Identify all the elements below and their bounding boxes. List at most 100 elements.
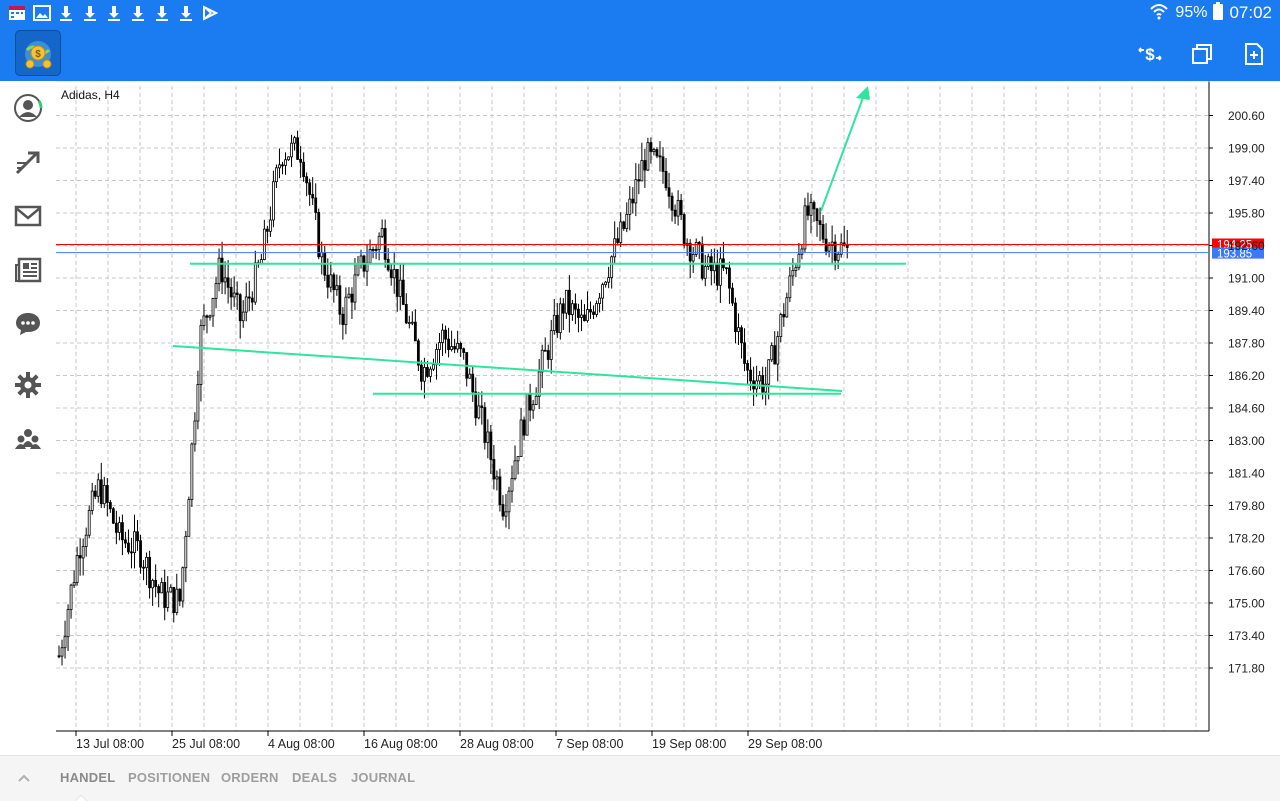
candle-up xyxy=(634,179,638,204)
candle-up xyxy=(495,476,499,480)
candle-down xyxy=(142,566,145,569)
ask-price-label: 193.85 xyxy=(1217,249,1252,261)
candle-up xyxy=(549,330,553,360)
candle-down xyxy=(302,161,306,178)
symbol-label: Adidas, H4 xyxy=(61,88,120,102)
candle-down xyxy=(501,504,505,517)
candle-down xyxy=(616,238,620,243)
settings-icon[interactable] xyxy=(12,369,44,401)
candle-up xyxy=(60,647,64,657)
time-tick-label: 19 Sep 08:00 xyxy=(652,737,726,751)
chat-icon[interactable] xyxy=(12,308,44,340)
candle-down xyxy=(474,391,478,419)
candle-up xyxy=(625,213,629,229)
candle-down xyxy=(833,241,837,261)
candle-up xyxy=(380,228,384,237)
candle-up xyxy=(610,256,614,278)
mail-icon[interactable] xyxy=(12,200,44,232)
candle-up xyxy=(800,248,804,255)
candle-down xyxy=(761,375,765,393)
candle-down xyxy=(265,228,269,232)
candle-up xyxy=(72,582,76,586)
candle-up xyxy=(438,342,441,350)
candle-up xyxy=(552,314,556,331)
candle-up xyxy=(253,262,257,303)
candle-up xyxy=(290,142,293,158)
candle-up xyxy=(133,531,136,554)
chevron-up-icon[interactable] xyxy=(16,770,32,786)
candle-up xyxy=(764,383,768,393)
candle-up xyxy=(196,384,200,422)
candle-down xyxy=(773,345,777,365)
tab-deals[interactable]: DEALS xyxy=(292,770,338,785)
calendar-icon xyxy=(7,3,27,23)
candle-down xyxy=(453,346,457,350)
candle-up xyxy=(510,478,514,492)
candle-down xyxy=(130,551,133,554)
download-icon xyxy=(128,3,148,23)
candle-down xyxy=(815,208,819,222)
candle-down xyxy=(498,476,502,505)
candle-down xyxy=(577,308,580,318)
candle-up xyxy=(356,263,360,276)
candle-up xyxy=(181,567,185,602)
svg-text:$: $ xyxy=(1145,45,1155,64)
price-tick-label: 171.80 xyxy=(1228,662,1265,676)
time-tick-label: 28 Aug 08:00 xyxy=(460,737,534,751)
candle-down xyxy=(845,244,849,248)
candle-up xyxy=(558,303,562,333)
candle-down xyxy=(679,200,683,216)
candle-up xyxy=(776,336,780,365)
candle-up xyxy=(87,510,91,536)
time-tick-label: 7 Sep 08:00 xyxy=(556,737,623,751)
candle-up xyxy=(598,297,601,304)
battery-icon xyxy=(1213,1,1224,25)
candle-up xyxy=(607,277,611,283)
currency-toggle-icon[interactable]: $ xyxy=(1134,38,1166,70)
tab-handel[interactable]: HANDEL xyxy=(60,770,116,785)
metatrader-logo-icon[interactable]: $ xyxy=(15,30,61,76)
new-document-icon[interactable] xyxy=(1238,38,1270,70)
candle-down xyxy=(57,655,61,658)
trade-icon[interactable] xyxy=(12,147,44,179)
candle-down xyxy=(172,586,176,613)
candle-down xyxy=(489,431,493,460)
candle-up xyxy=(758,375,762,382)
candle-up xyxy=(175,588,179,613)
download-icon xyxy=(176,3,196,23)
tab-ordern[interactable]: ORDERN xyxy=(221,770,279,785)
candle-up xyxy=(586,309,589,322)
candle-down xyxy=(105,485,109,503)
candle-up xyxy=(187,499,191,537)
tab-positionen[interactable]: POSITIONEN xyxy=(128,770,211,785)
price-tick-label: 189.40 xyxy=(1228,304,1265,318)
community-icon[interactable] xyxy=(12,424,44,456)
candle-down xyxy=(574,303,577,310)
candle-down xyxy=(740,327,743,344)
candle-up xyxy=(90,490,94,511)
windows-icon[interactable] xyxy=(1186,38,1218,70)
candle-up xyxy=(184,535,188,569)
candle-up xyxy=(202,315,206,326)
candle-up xyxy=(377,235,381,251)
candle-up xyxy=(613,238,617,258)
price-tick-label: 199.00 xyxy=(1228,142,1265,156)
candle-down xyxy=(247,296,251,299)
candle-down xyxy=(715,262,719,286)
candle-down xyxy=(734,302,737,332)
time-tick-label: 25 Jul 08:00 xyxy=(172,737,240,751)
price-tick-label: 175.00 xyxy=(1228,597,1265,611)
candle-down xyxy=(824,238,828,252)
candle-up xyxy=(830,241,834,246)
candle-down xyxy=(299,159,303,163)
ask-price-tag xyxy=(1212,247,1264,259)
candle-up xyxy=(232,292,236,298)
account-icon[interactable] xyxy=(12,92,44,124)
candle-up xyxy=(407,322,411,324)
candle-down xyxy=(419,364,423,382)
candle-up xyxy=(767,359,771,385)
news-icon[interactable] xyxy=(12,254,44,286)
candle-down xyxy=(749,369,752,382)
tab-journal[interactable]: JOURNAL xyxy=(351,770,416,785)
